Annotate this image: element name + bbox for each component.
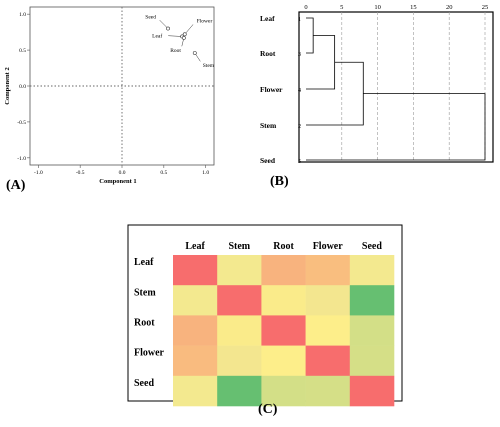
similarity-heatmap: Leaf Stem Root Flower Seed Leaf Stem Root Flower…: [127, 224, 403, 407]
y-tick-label: -0.5: [17, 120, 26, 126]
column-label: Seed: [362, 241, 382, 252]
x-tick-label: 0.0: [119, 170, 126, 176]
leaf-number: 2: [298, 124, 301, 130]
point-label: Seed: [145, 15, 156, 21]
x-tick-label: 1.0: [202, 170, 209, 176]
row-label: Stem: [134, 287, 156, 298]
point-leader-line: [168, 35, 183, 37]
leaf-label-root: Root: [260, 49, 276, 58]
panel-label-c: (C): [258, 402, 278, 417]
point-seed: [166, 26, 170, 31]
heatmap-cell: [349, 255, 395, 286]
point-leader-line: [159, 19, 169, 29]
y-axis-label: Component 2: [4, 67, 11, 104]
dendrogram: 0 5 10 15 20 25 Leaf 1 Root 3 Flower 4 Stem 2 Seed 5: [260, 4, 494, 165]
point-root: [181, 35, 186, 40]
panel-label-b: (B): [270, 174, 289, 189]
heatmap-cell: [261, 285, 306, 316]
x-axis-label: Component 1: [99, 178, 136, 185]
leaf-number: 5: [298, 159, 301, 165]
point-flower: [182, 32, 187, 37]
point-label: Stem: [203, 63, 215, 69]
column-label: Root: [273, 241, 294, 252]
dendrogram-link: [306, 17, 314, 54]
x-tick-label: 25: [482, 4, 489, 11]
leaf-label-leaf: Leaf: [260, 14, 275, 23]
x-tick-label: 0.5: [160, 170, 167, 176]
heatmap-cell: [305, 375, 351, 407]
x-tick-label: -0.5: [76, 170, 85, 176]
column-label: Flower: [313, 241, 344, 252]
heatmap-cell: [305, 345, 351, 377]
heatmap-cell: [305, 315, 351, 346]
x-tick-label: 20: [446, 4, 453, 11]
x-tick-label: 5: [340, 4, 343, 11]
leaf-number: 3: [298, 52, 301, 58]
x-tick-label: 10: [374, 4, 381, 11]
dendrogram-link: [306, 93, 486, 161]
heatmap-cell: [261, 255, 306, 286]
y-tick-label: 1.0: [19, 12, 26, 18]
point-label: Leaf: [152, 32, 162, 39]
row-label: Leaf: [134, 257, 154, 268]
heatmap-cell: [173, 315, 218, 346]
heatmap-cell: [217, 255, 262, 286]
heatmap-cell: [217, 345, 262, 377]
heatmap-cell: [173, 255, 218, 286]
x-tick-label: 15: [410, 4, 417, 11]
leaf-label-stem: Stem: [260, 121, 277, 130]
y-tick-label: 0.0: [19, 84, 26, 90]
heatmap-cell: [261, 345, 306, 377]
x-tick-label: 0: [304, 4, 307, 11]
leaf-number: 4: [298, 88, 301, 94]
heatmap-cell: [173, 285, 218, 316]
leaf-number: 1: [298, 17, 301, 23]
heatmap-cell: [349, 345, 395, 377]
column-label: Leaf: [185, 241, 205, 252]
heatmap-cell: [261, 375, 306, 407]
dendrogram-frame: [298, 11, 494, 163]
y-tick-label: -1.0: [17, 156, 26, 162]
heatmap-cell: [173, 375, 218, 407]
point-label: Flower: [197, 18, 213, 24]
row-label: Flower: [134, 348, 165, 359]
heatmap-cell: [349, 315, 395, 346]
heatmap-cell: [305, 285, 351, 316]
point-leader-line: [184, 24, 194, 35]
pca-loading-plot: -1.0 -0.5 0.0 0.5 1.0 -1.0 -0.5 0.0 0.5 1.0 Seed F…: [4, 6, 215, 185]
point-label: Root: [170, 48, 181, 54]
heatmap-cell: [217, 315, 262, 346]
heatmap-cell: [261, 315, 306, 346]
point-stem: [192, 51, 197, 55]
heatmap-cell: [305, 255, 351, 286]
heatmap-cell: [217, 375, 262, 407]
dendrogram-link: [306, 35, 336, 90]
heatmap-cell: [173, 345, 218, 377]
column-label: Stem: [228, 241, 250, 252]
row-label: Seed: [134, 378, 154, 389]
x-tick-label: -1.0: [34, 170, 43, 176]
heatmap-cell: [349, 375, 395, 407]
row-label: Root: [134, 318, 155, 329]
leaf-label-flower: Flower: [260, 85, 283, 94]
heatmap-cell: [217, 285, 262, 316]
leaf-label-seed: Seed: [260, 156, 276, 165]
panel-label-a: (A): [6, 178, 26, 193]
heatmap-cell: [349, 285, 395, 316]
y-tick-label: 0.5: [19, 48, 26, 54]
